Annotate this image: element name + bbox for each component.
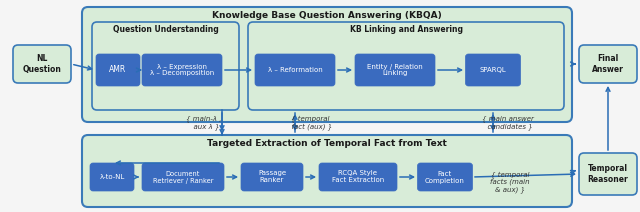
Text: Entity / Relation
Linking: Entity / Relation Linking <box>367 64 423 77</box>
FancyBboxPatch shape <box>142 54 222 86</box>
Text: λ-to-NL: λ-to-NL <box>99 174 125 180</box>
Text: { main answer
  candidates }: { main answer candidates } <box>482 115 534 130</box>
Text: Document
Retriever / Ranker: Document Retriever / Ranker <box>153 170 213 184</box>
FancyBboxPatch shape <box>92 22 239 110</box>
Text: Passage
Ranker: Passage Ranker <box>258 170 286 184</box>
FancyBboxPatch shape <box>248 22 564 110</box>
FancyBboxPatch shape <box>465 54 520 86</box>
Text: λ – Reformation: λ – Reformation <box>268 67 323 73</box>
Text: Temporal
Reasoner: Temporal Reasoner <box>588 164 628 184</box>
FancyBboxPatch shape <box>579 45 637 83</box>
FancyBboxPatch shape <box>319 163 397 191</box>
FancyBboxPatch shape <box>355 54 435 86</box>
FancyBboxPatch shape <box>255 54 335 86</box>
FancyBboxPatch shape <box>82 7 572 122</box>
Text: Fact
Completion: Fact Completion <box>425 170 465 184</box>
Text: { main-λ ,
  aux λ }: { main-λ , aux λ } <box>186 115 221 130</box>
FancyBboxPatch shape <box>13 45 71 83</box>
Text: { temporal
  fact (aux) }: { temporal fact (aux) } <box>287 115 333 130</box>
Text: RCQA Style
Fact Extraction: RCQA Style Fact Extraction <box>332 170 384 184</box>
FancyBboxPatch shape <box>142 163 224 191</box>
Text: { temporal
facts (main
& aux) }: { temporal facts (main & aux) } <box>490 171 530 193</box>
FancyBboxPatch shape <box>241 163 303 191</box>
Text: SPARQL: SPARQL <box>479 67 506 73</box>
FancyBboxPatch shape <box>417 163 472 191</box>
Text: NL
Question: NL Question <box>22 54 61 74</box>
FancyBboxPatch shape <box>82 135 572 207</box>
Text: λ – Expression
λ – Decomposition: λ – Expression λ – Decomposition <box>150 64 214 77</box>
Text: Question Understanding: Question Understanding <box>113 25 218 35</box>
Text: AMR: AMR <box>109 66 127 74</box>
Text: Knowledge Base Question Answering (KBQA): Knowledge Base Question Answering (KBQA) <box>212 11 442 20</box>
Text: Targeted Extraction of Temporal Fact from Text: Targeted Extraction of Temporal Fact fro… <box>207 138 447 148</box>
Text: Final
Answer: Final Answer <box>592 54 624 74</box>
FancyBboxPatch shape <box>90 163 134 191</box>
FancyBboxPatch shape <box>96 54 140 86</box>
FancyBboxPatch shape <box>579 153 637 195</box>
Text: KB Linking and Answering: KB Linking and Answering <box>349 25 463 35</box>
